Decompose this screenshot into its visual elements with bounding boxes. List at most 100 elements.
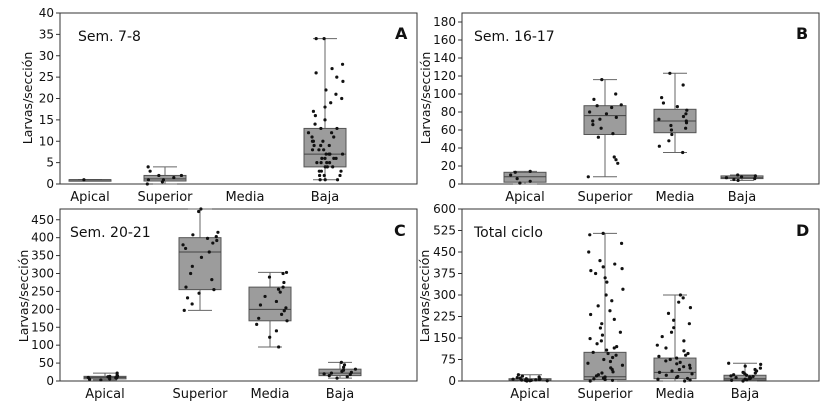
panel-a-point (313, 122, 317, 126)
panel-a-point (327, 143, 331, 148)
panel-d-point (610, 299, 614, 303)
panel-c-xtick-label: Baja (326, 387, 354, 402)
panel-a-xtick-label: Superior (138, 190, 194, 205)
panel-c-point (184, 246, 188, 251)
panel-d-point (524, 377, 528, 381)
panel-d-point (734, 375, 738, 380)
panel-d-point (600, 322, 604, 326)
panel-a-ylabel: Larvas/sección (20, 52, 35, 145)
panel-d-point (670, 369, 674, 373)
panel-b-point (610, 105, 614, 110)
panel-b-ytick-label: 180 (433, 15, 456, 29)
panel-c-point (339, 360, 344, 364)
panel-a-boxes (68, 38, 347, 185)
panel-d-point (682, 365, 686, 369)
panel-a-point (323, 105, 327, 109)
panel-c-point (327, 374, 331, 378)
panel-d-point (598, 326, 603, 330)
panel-d-point (687, 322, 691, 326)
panel-c-point (281, 285, 285, 289)
panel-b-point (595, 104, 599, 108)
panel-b-point (611, 132, 615, 136)
panel-d-point (601, 265, 605, 269)
panel-d-point (686, 351, 690, 356)
panel-d-point (588, 336, 592, 341)
panel-a-point (322, 148, 326, 152)
panel-d-ytick-label: 450 (433, 245, 456, 259)
panel-a-point (325, 161, 329, 165)
panel-d-point (743, 377, 747, 381)
panel-d-point (688, 306, 693, 310)
panel-a-point (327, 161, 332, 165)
panel-c-point (199, 207, 203, 211)
panel-d-point (675, 362, 679, 366)
panel-d-point (688, 363, 692, 367)
panel-a-point (311, 109, 316, 113)
panel-d-point (608, 309, 612, 313)
panel-a-point (172, 175, 176, 180)
panel-a-point (329, 131, 334, 135)
panel-c-ytick-label: 300 (31, 267, 54, 281)
panel-b-point (596, 135, 600, 139)
panel-a-ytick-label: 0 (46, 177, 54, 191)
panel-b-point (513, 170, 517, 174)
panel-b-letter: B (796, 24, 808, 43)
panel-a-point (157, 173, 161, 178)
panel-c-point (215, 238, 219, 243)
panel-a-ytick-label: 35 (39, 27, 54, 41)
panel-d-point (603, 375, 607, 379)
panel-c-ytick-label: 150 (31, 320, 54, 334)
panel-c-box (318, 368, 362, 377)
panel-d-point (596, 373, 600, 377)
panel-d-point (516, 373, 520, 377)
panel-b-point (599, 126, 603, 130)
panel-b-point (528, 179, 532, 183)
panel-d-point (657, 354, 661, 358)
panel-a-point (313, 114, 317, 118)
panel-a-point (338, 173, 342, 178)
panel-d-point (534, 378, 538, 382)
panel-b-box (583, 105, 627, 135)
panel-d-point (684, 353, 688, 357)
panel-a-point (145, 182, 149, 186)
panel-d-point (682, 339, 686, 343)
panel-d-point (677, 367, 681, 372)
panel-d-point (610, 378, 615, 383)
panel-a-point (148, 169, 152, 173)
panel-a-xtick-label: Apical (70, 190, 109, 205)
panel-a-point (334, 92, 338, 96)
panel-c-point (277, 345, 281, 349)
panel-b-point (586, 175, 590, 179)
panel-c-box (248, 286, 292, 322)
panel-a-ytick-label: 5 (46, 156, 54, 170)
panel-a-point (319, 126, 323, 131)
panel-c-frame (59, 208, 418, 382)
panel-a-ytick-label: 40 (39, 6, 54, 20)
panel-d-point (604, 293, 608, 297)
panel-a-point (315, 161, 319, 165)
panel-d-point (683, 379, 687, 383)
panel-d-point (602, 357, 606, 362)
panel-d-point (613, 262, 617, 266)
panel-d-point (518, 376, 522, 380)
panel-d-point (620, 363, 625, 367)
panel-b-point (684, 119, 688, 123)
panel-c-point (207, 250, 211, 254)
panel-c-point (210, 277, 214, 282)
panel-d-point (682, 349, 686, 353)
panel-b-point (598, 117, 602, 121)
panel-c-point (280, 312, 284, 316)
panel-c-point (212, 288, 216, 292)
panel-a-point (310, 139, 315, 143)
panel-b-point (591, 119, 595, 123)
panel-d-xtick-label: Media (655, 387, 694, 402)
panel-d-ytick-label: 150 (433, 331, 456, 345)
panel-c-point (322, 372, 326, 376)
panel-d-box (653, 357, 697, 380)
panel-b-ytick-label: 0 (448, 177, 456, 191)
panel-b-point (675, 105, 679, 109)
panel-d-point (611, 355, 615, 360)
panel-d-ytick-label: 525 (433, 224, 456, 238)
panel-d-point (612, 317, 616, 321)
